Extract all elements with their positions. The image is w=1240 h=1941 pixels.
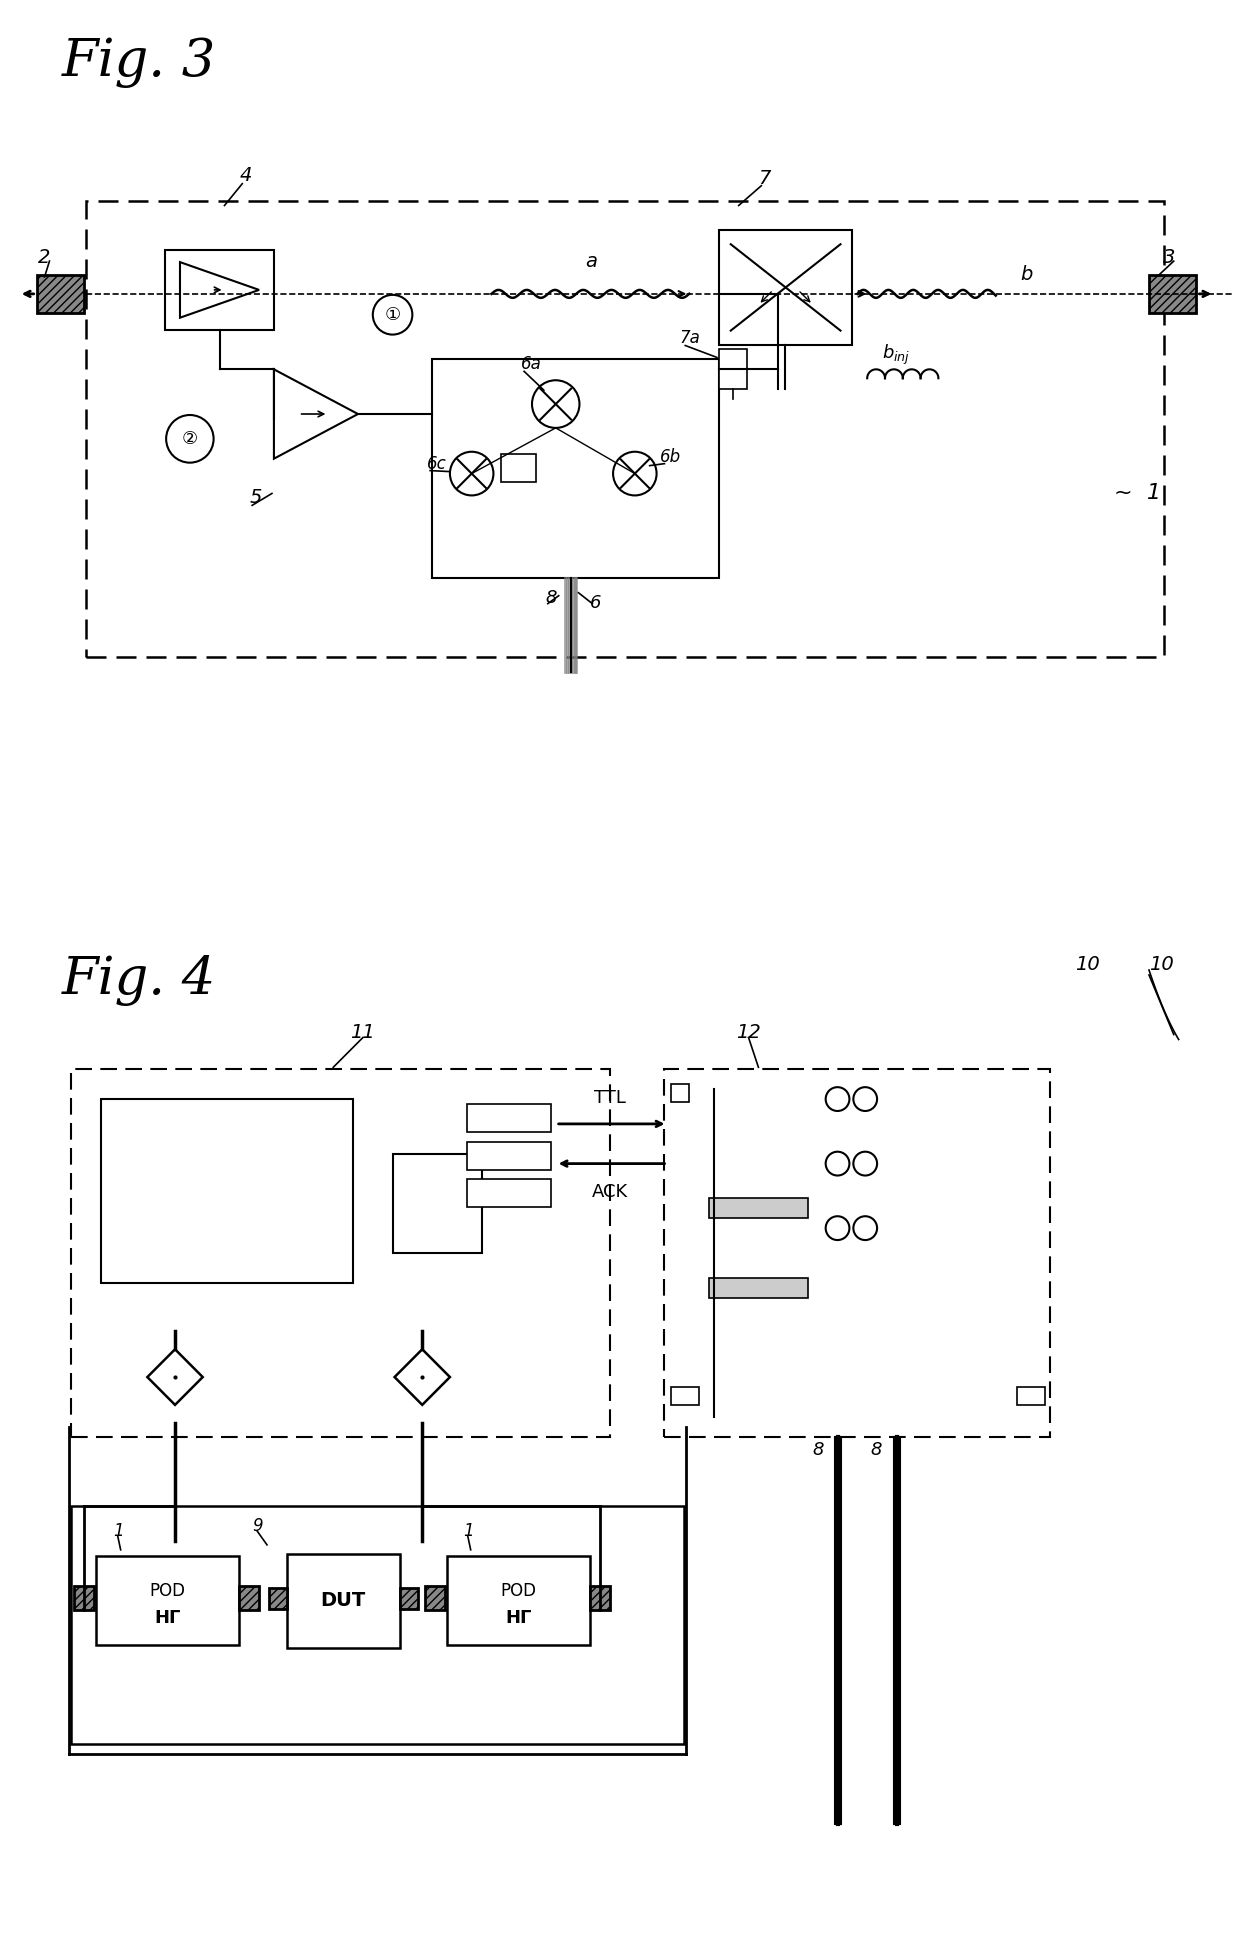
Text: POD: POD bbox=[149, 1582, 185, 1599]
Text: POD: POD bbox=[500, 1582, 536, 1599]
Text: b: b bbox=[1021, 266, 1033, 283]
Text: $b_{inj}$: $b_{inj}$ bbox=[882, 344, 910, 367]
Bar bbox=[393, 1153, 481, 1254]
Bar bbox=[74, 1586, 94, 1611]
Text: 6b: 6b bbox=[660, 448, 681, 466]
Text: ②: ② bbox=[182, 429, 198, 448]
Bar bbox=[466, 1104, 551, 1132]
Bar bbox=[425, 1586, 445, 1611]
Bar bbox=[269, 1588, 286, 1609]
Text: ①: ① bbox=[384, 307, 401, 324]
Text: DUT: DUT bbox=[320, 1592, 366, 1609]
Bar bbox=[1018, 1388, 1045, 1405]
Bar bbox=[501, 454, 536, 481]
Text: 4: 4 bbox=[239, 165, 252, 184]
Text: ~  1: ~ 1 bbox=[1115, 483, 1162, 503]
Bar bbox=[466, 1180, 551, 1207]
Text: TTL: TTL bbox=[594, 1089, 626, 1106]
Text: 1: 1 bbox=[463, 1522, 474, 1539]
Text: 1: 1 bbox=[113, 1522, 123, 1539]
Text: 8: 8 bbox=[812, 1440, 825, 1458]
Text: 7a: 7a bbox=[680, 328, 701, 347]
Bar bbox=[432, 359, 719, 578]
Text: Fig. 3: Fig. 3 bbox=[61, 37, 216, 87]
Text: Fig. 4: Fig. 4 bbox=[61, 955, 216, 1005]
Text: 8: 8 bbox=[870, 1440, 882, 1458]
Bar bbox=[709, 1277, 808, 1299]
Text: 8: 8 bbox=[546, 588, 557, 608]
Text: 6c: 6c bbox=[428, 454, 446, 472]
Bar bbox=[466, 1141, 551, 1170]
Text: HΓ: HΓ bbox=[154, 1609, 180, 1627]
Bar bbox=[671, 1388, 699, 1405]
Text: 7: 7 bbox=[759, 169, 771, 188]
Bar bbox=[719, 231, 852, 344]
Text: 5: 5 bbox=[249, 489, 262, 507]
Bar bbox=[671, 1085, 689, 1102]
Bar bbox=[719, 349, 746, 390]
Text: 9: 9 bbox=[252, 1518, 263, 1535]
Bar bbox=[590, 1586, 610, 1611]
Bar bbox=[71, 1069, 610, 1436]
Bar bbox=[286, 1555, 401, 1648]
Text: HΓ: HΓ bbox=[505, 1609, 532, 1627]
Text: 2: 2 bbox=[38, 248, 51, 266]
Text: ACK: ACK bbox=[591, 1184, 629, 1201]
Bar bbox=[37, 276, 84, 313]
Text: a: a bbox=[585, 252, 598, 272]
Bar bbox=[665, 1069, 1050, 1436]
Text: 6a: 6a bbox=[521, 355, 542, 373]
Bar bbox=[100, 1099, 353, 1283]
Text: 10: 10 bbox=[1075, 955, 1100, 974]
Bar bbox=[165, 250, 274, 330]
Bar bbox=[401, 1588, 418, 1609]
Bar bbox=[446, 1557, 590, 1646]
Bar bbox=[239, 1586, 259, 1611]
Text: 11: 11 bbox=[351, 1023, 376, 1042]
Bar bbox=[86, 200, 1164, 658]
Text: 10: 10 bbox=[1149, 955, 1174, 974]
Bar bbox=[71, 1506, 684, 1745]
Bar bbox=[709, 1198, 808, 1219]
Bar bbox=[1149, 276, 1197, 313]
Text: 3: 3 bbox=[1163, 248, 1176, 266]
Text: 12: 12 bbox=[737, 1023, 761, 1042]
Text: 6: 6 bbox=[590, 594, 601, 611]
Bar bbox=[95, 1557, 239, 1646]
